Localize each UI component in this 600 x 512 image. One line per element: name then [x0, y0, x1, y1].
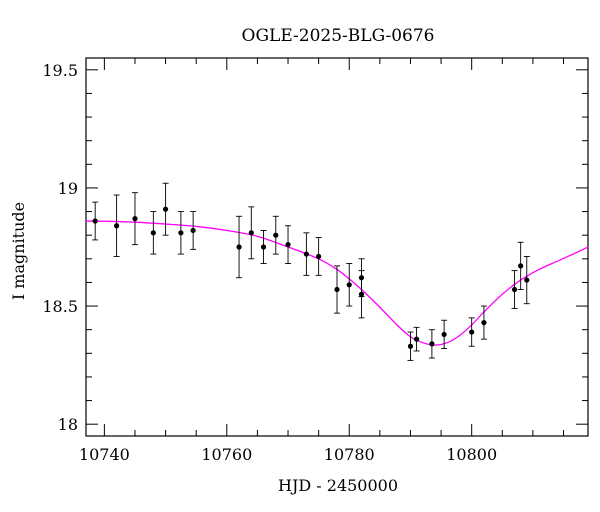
data-point [248, 206, 255, 260]
x-tick-label: 10760 [201, 445, 252, 464]
y-tick-label: 19.5 [42, 61, 78, 80]
data-point-marker [248, 230, 254, 236]
y-axis-label: I magnitude [9, 202, 28, 300]
data-point-marker [236, 244, 242, 250]
data-point [285, 225, 292, 264]
data-point [358, 258, 365, 298]
data-point [511, 270, 518, 309]
data-point-marker [178, 230, 184, 236]
data-point-marker [114, 223, 120, 229]
data-point-marker [150, 230, 156, 236]
data-point [92, 201, 99, 241]
data-point-marker [413, 336, 420, 342]
data-point-marker [316, 253, 322, 260]
data-point-marker [303, 251, 309, 257]
data-point-marker [429, 341, 435, 347]
data-point [131, 192, 138, 246]
data-point-marker [481, 320, 487, 326]
data-point [346, 263, 353, 307]
data-point-marker [334, 286, 340, 293]
data-point [334, 265, 340, 314]
data-point [260, 230, 267, 264]
data-point [315, 237, 322, 276]
data-point-marker [92, 218, 98, 224]
data-point-marker [524, 277, 530, 283]
x-tick-label: 10780 [324, 445, 375, 464]
data-point [162, 182, 169, 236]
data-point [150, 211, 157, 255]
data-point [407, 331, 414, 361]
plot-frame [85, 57, 589, 437]
data-point [468, 317, 475, 347]
data-point-marker [285, 242, 291, 248]
data-point-marker [441, 331, 447, 338]
data-point [303, 232, 310, 276]
major-ticks [86, 58, 588, 436]
data-point [480, 305, 487, 340]
minor-ticks [86, 58, 588, 436]
x-tick-label: 10740 [79, 445, 130, 464]
data-point-marker [469, 329, 475, 335]
data-point-marker [260, 244, 267, 250]
x-axis-label: HJD - 2450000 [278, 476, 398, 495]
data-point [517, 241, 524, 290]
data-point [272, 215, 279, 255]
data-point-marker [407, 343, 414, 349]
data-point-marker [511, 286, 518, 293]
data-points-layer [92, 182, 530, 361]
data-point [190, 211, 197, 250]
x-tick-label: 10800 [446, 445, 497, 464]
data-point [428, 329, 435, 359]
data-point [113, 194, 120, 257]
data-point-marker [346, 282, 352, 288]
data-point-marker [273, 232, 279, 238]
data-point-marker [132, 216, 138, 222]
data-point [523, 256, 530, 305]
data-point [441, 319, 448, 350]
data-point-marker [358, 275, 365, 281]
y-tick-label: 18.5 [42, 297, 78, 316]
model-curve-layer [85, 220, 589, 346]
chart-title: OGLE-2025-BLG-0676 [242, 26, 435, 46]
data-point-marker [162, 206, 169, 212]
model-curve [85, 220, 589, 346]
data-point [413, 326, 420, 352]
data-point [236, 215, 243, 279]
data-point-marker [190, 227, 196, 234]
y-tick-label: 18 [58, 415, 78, 434]
data-point [177, 211, 184, 255]
y-tick-label: 19 [58, 179, 78, 198]
data-point-marker [518, 263, 524, 269]
